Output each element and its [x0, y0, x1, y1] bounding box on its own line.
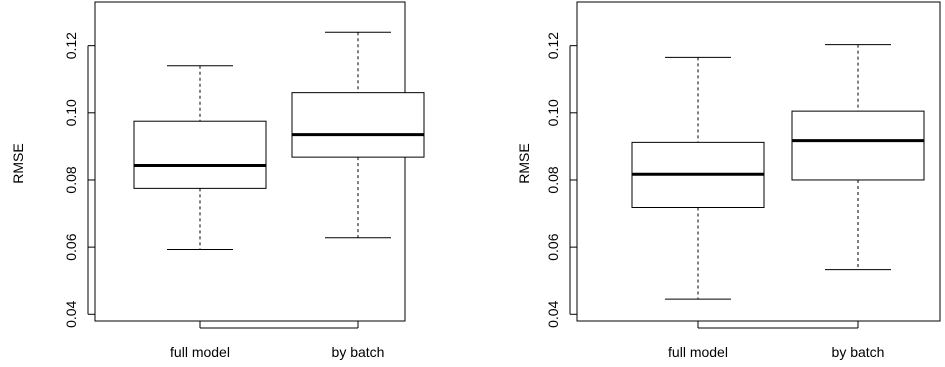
- y-tick-label: 0.10: [63, 99, 79, 126]
- box-iqr: [133, 120, 267, 189]
- y-tick-label: 0.08: [63, 166, 79, 193]
- x-tick-label: full model: [668, 344, 728, 360]
- y-tick-label: 0.08: [545, 166, 561, 193]
- y-tick-label: 0.10: [545, 99, 561, 126]
- y-axis-title: RMSE: [10, 143, 26, 183]
- x-tick-label: by batch: [832, 344, 885, 360]
- y-tick-label: 0.06: [63, 233, 79, 260]
- y-tick-label: 0.12: [545, 32, 561, 59]
- y-tick-label: 0.04: [545, 300, 561, 327]
- y-axis-title: RMSE: [516, 143, 532, 183]
- x-tick-label: by batch: [332, 344, 385, 360]
- plot-frame: [94, 1, 406, 322]
- y-tick-label: 0.12: [63, 32, 79, 59]
- left-boxplot-panel: 0.04 0.06 0.08 0.10 0.12 RMSE full model by bat…: [10, 1, 425, 360]
- x-tick-label: full model: [170, 344, 230, 360]
- right-boxplot-panel: 0.04 0.06 0.08 0.10 0.12 RMSE full model by bat…: [516, 1, 941, 360]
- box-iqr: [291, 92, 425, 158]
- y-tick-label: 0.04: [63, 300, 79, 327]
- box-iqr: [791, 110, 925, 181]
- plot-frame: [576, 1, 941, 322]
- y-tick-label: 0.06: [545, 233, 561, 260]
